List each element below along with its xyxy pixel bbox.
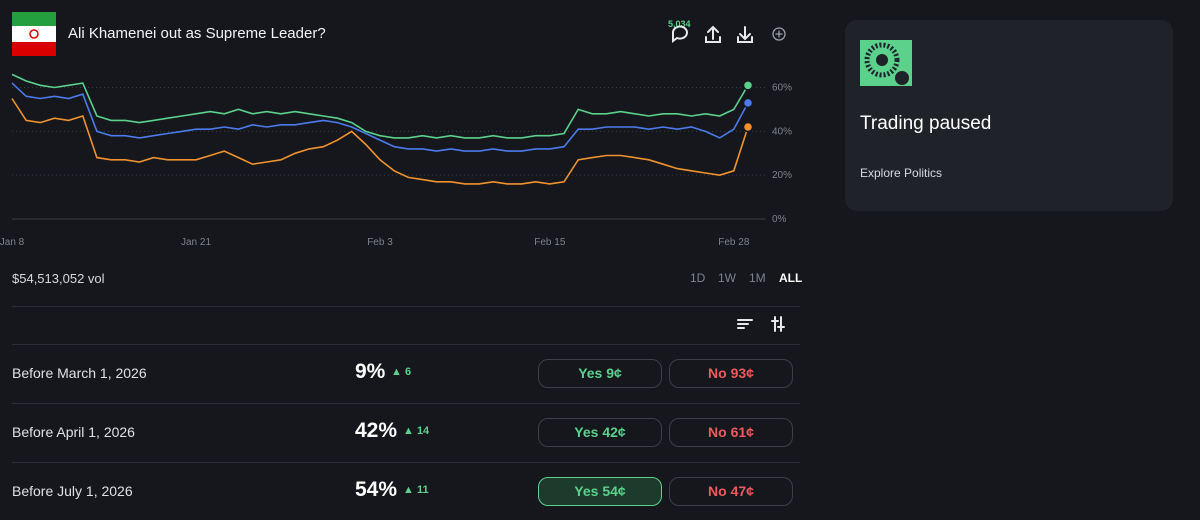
end-dot (742, 80, 754, 91)
buy-no-button[interactable]: No 93¢ (669, 359, 793, 388)
series-line (11, 82, 749, 152)
toolbar-icons[interactable] (670, 24, 795, 46)
sidebar-card: Trading paused Explore Politics (845, 20, 1173, 211)
comment-count[interactable]: 5,034 (668, 19, 691, 29)
outcome-label: Before July 1, 2026 (12, 483, 133, 499)
y-tick-label: 0% (772, 214, 787, 225)
range-button[interactable]: 1M (749, 271, 766, 285)
buy-no-button[interactable]: No 61¢ (669, 418, 793, 447)
divider (12, 462, 800, 463)
range-button[interactable]: 1W (718, 271, 736, 285)
x-tick-label: Jan 21 (181, 237, 211, 248)
outcome-label: Before March 1, 2026 (12, 365, 147, 381)
y-tick-label: 20% (772, 170, 792, 181)
series-line (11, 98, 749, 185)
outcome-percent: 54% (355, 478, 398, 501)
x-tick-label: Feb 3 (367, 237, 393, 248)
divider (12, 403, 800, 404)
market-title: Ali Khamenei out as Supreme Leader? (68, 25, 326, 42)
outcome-change: ▲ 11 (403, 484, 429, 496)
divider (12, 344, 800, 345)
card-title: Trading paused (860, 113, 992, 134)
outcome-percent: 42% (355, 419, 398, 442)
buy-yes-button[interactable]: Yes 9¢ (538, 359, 662, 388)
card-link[interactable]: Explore Politics (860, 166, 943, 180)
outcome-change: ▲ 6 (391, 366, 412, 378)
card-icon (860, 40, 912, 86)
range-button[interactable]: 1D (690, 271, 706, 285)
x-tick-label: Feb 15 (534, 237, 566, 248)
x-tick-label: Feb 28 (718, 237, 750, 248)
volume: $54,513,052 vol (12, 271, 105, 286)
buy-no-button[interactable]: No 47¢ (669, 477, 793, 506)
outcome-label: Before April 1, 2026 (12, 424, 135, 440)
outcome-change: ▲ 14 (403, 425, 430, 437)
divider (12, 306, 800, 307)
buy-yes-button[interactable]: Yes 54¢ (538, 477, 662, 506)
end-dot (742, 121, 754, 133)
range-button[interactable]: ALL (779, 271, 803, 285)
y-tick-label: 40% (772, 126, 792, 137)
flag (12, 12, 56, 56)
x-tick-label: Jan 8 (0, 237, 25, 248)
price-chart: 0% 20% 40% 60% Jan 8 Jan 21 Feb 3 Feb 15 Feb 28 (0, 73, 792, 248)
buy-yes-button[interactable]: Yes 42¢ (538, 418, 662, 447)
series-line (11, 73, 749, 139)
outcome-row: Before April 1, 2026 42% ▲ 14 Yes 42¢ No 61¢ (0, 403, 800, 461)
outcome-row: Before March 1, 2026 9% ▲ 6 Yes 9¢ No 93¢ (0, 344, 800, 402)
sort-filter-icons[interactable] (736, 314, 792, 334)
y-tick-label: 60% (772, 83, 792, 94)
outcome-row: Before July 1, 2026 54% ▲ 11 Yes 54¢ No 47¢ (0, 462, 800, 520)
end-dot (742, 97, 754, 109)
outcome-percent: 9% (355, 360, 386, 383)
